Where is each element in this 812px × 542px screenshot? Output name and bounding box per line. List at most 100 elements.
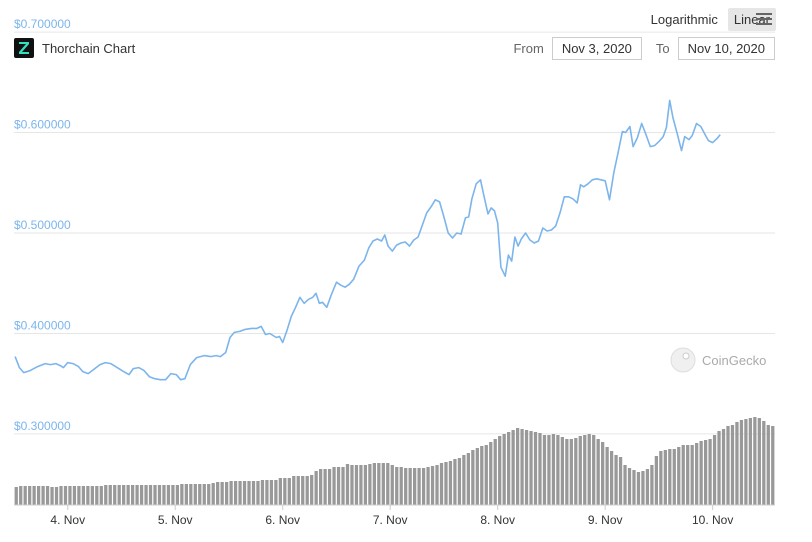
volume-bar — [63, 486, 68, 505]
volume-bar — [99, 486, 103, 505]
volume-bar — [601, 442, 605, 505]
y-tick-label: $0.700000 — [14, 17, 71, 31]
volume-bar — [23, 486, 27, 505]
volume-bar — [565, 439, 569, 505]
volume-bar — [386, 463, 390, 505]
volume-bar — [614, 455, 618, 505]
volume-bar — [538, 433, 542, 505]
volume-bar — [439, 463, 444, 505]
volume-bar — [417, 468, 421, 505]
volume-bar — [596, 439, 600, 505]
volume-bar — [654, 456, 659, 505]
volume-bar — [592, 435, 596, 505]
volume-bar — [753, 417, 757, 505]
volume-bar — [332, 467, 336, 505]
volume-bar — [556, 435, 560, 505]
volume-bar — [708, 439, 712, 505]
volume-bar — [350, 465, 354, 505]
volume-bar — [283, 478, 287, 505]
volume-bar — [251, 481, 256, 505]
volume-bar — [444, 462, 448, 505]
volume-bar — [104, 485, 108, 505]
volume-bar — [50, 487, 54, 505]
y-tick-label: $0.500000 — [14, 218, 71, 232]
volume-bar — [305, 476, 309, 505]
volume-bar — [475, 448, 479, 505]
volume-bar — [726, 426, 730, 505]
volume-bar — [721, 429, 726, 505]
volume-bar — [547, 435, 551, 505]
hamburger-menu-icon[interactable] — [756, 13, 772, 25]
volume-bar — [408, 468, 412, 505]
volume-bar — [609, 451, 614, 505]
volume-bar — [520, 429, 524, 505]
volume-bar — [421, 468, 426, 505]
volume-bar — [81, 486, 86, 505]
volume-bar — [180, 484, 184, 505]
y-axis-labels: $0.300000 $0.400000 $0.500000 $0.600000 $0.7… — [14, 17, 71, 433]
thorchain-logo-icon — [14, 38, 34, 58]
volume-bar — [224, 482, 229, 505]
volume-bar — [90, 486, 94, 505]
to-date-input[interactable]: Nov 10, 2020 — [677, 37, 775, 60]
volume-bar — [247, 481, 251, 505]
volume-bar — [551, 434, 556, 505]
coingecko-watermark: CoinGecko — [670, 347, 766, 373]
volume-bar — [650, 465, 654, 505]
from-date-input[interactable]: Nov 3, 2020 — [551, 37, 642, 60]
volume-bar — [122, 485, 126, 505]
price-line — [14, 99, 721, 381]
volume-bar — [757, 418, 761, 505]
volume-bar — [220, 482, 224, 505]
volume-bar — [19, 486, 23, 505]
volume-bar — [735, 422, 739, 505]
volume-bar — [359, 465, 363, 505]
volume-bar — [233, 481, 238, 505]
y-tick-label: $0.300000 — [14, 419, 71, 433]
volume-bar — [139, 485, 144, 505]
volume-bar — [148, 485, 153, 505]
x-axis-labels: 4. Nov 5. Nov 6. Nov 7. Nov 8. Nov 9. Nov 10. … — [50, 505, 733, 527]
volume-bar — [336, 467, 341, 505]
volume-bar — [77, 486, 81, 505]
volume-bar — [256, 481, 260, 505]
coingecko-gecko-icon — [670, 347, 696, 373]
volume-bar — [533, 432, 538, 505]
volume-bar — [748, 418, 753, 505]
volume-bar — [242, 481, 247, 505]
volume-bar — [319, 469, 323, 505]
volume-bar — [399, 467, 403, 505]
volume-bar — [462, 455, 466, 505]
volume-bar — [645, 469, 650, 505]
volume-bar — [274, 480, 278, 505]
volume-bar — [175, 485, 180, 505]
volume-bar — [507, 432, 511, 505]
y-tick-label: $0.400000 — [14, 318, 71, 332]
logarithmic-button[interactable]: Logarithmic — [650, 12, 718, 27]
volume-bar — [739, 420, 744, 505]
volume-bar — [28, 486, 32, 505]
volume-bar — [466, 453, 470, 505]
volume-bar — [583, 435, 587, 505]
volume-bar — [368, 464, 372, 505]
volume-bar — [448, 461, 453, 505]
volume-bar — [524, 430, 529, 505]
volume-bar — [327, 469, 332, 505]
price-line-series — [14, 99, 721, 381]
volume-bar — [36, 486, 41, 505]
volume-bar — [184, 484, 188, 505]
volume-bar — [68, 486, 72, 505]
volume-bar — [381, 463, 385, 505]
from-label: From — [513, 41, 544, 56]
volume-bar — [45, 486, 50, 505]
volume-bar — [341, 467, 345, 505]
volume-bar — [395, 467, 399, 505]
volume-bar — [493, 439, 497, 505]
volume-bar — [681, 445, 685, 505]
volume-bar — [323, 469, 327, 505]
volume-bar — [690, 445, 694, 505]
volume-bar — [310, 475, 314, 505]
volume-bar — [712, 435, 717, 505]
volume-bar — [766, 425, 770, 505]
